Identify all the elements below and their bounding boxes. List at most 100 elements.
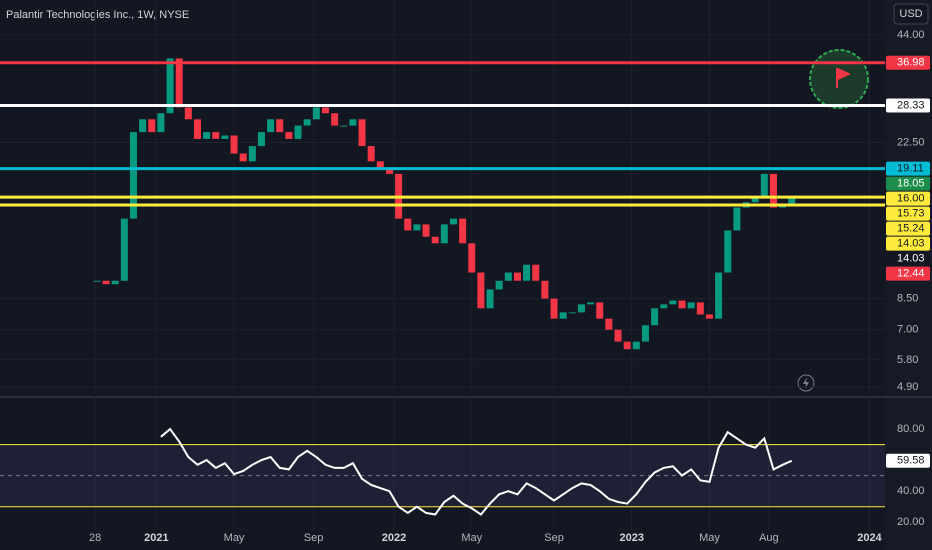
alert-icon[interactable] <box>797 374 815 392</box>
candle <box>102 280 110 285</box>
candle <box>669 300 677 305</box>
price-label-bg <box>886 206 930 221</box>
candle <box>303 119 311 126</box>
candle <box>340 125 348 127</box>
price-label: 36.98 <box>897 57 925 69</box>
candle <box>687 302 695 309</box>
candle <box>385 169 393 174</box>
candle <box>660 304 668 309</box>
candle <box>157 113 165 133</box>
candle <box>248 146 256 162</box>
candle <box>139 119 147 133</box>
price-label: 16.00 <box>897 193 925 205</box>
candle <box>239 153 247 162</box>
candle <box>724 230 732 273</box>
candle <box>468 243 476 273</box>
x-tick-label: May <box>224 532 245 544</box>
rsi-tick-label: 20.00 <box>897 516 925 528</box>
candle <box>495 280 503 290</box>
candle <box>367 146 375 162</box>
candle <box>541 280 549 299</box>
candle <box>276 119 284 133</box>
price-label-bg <box>886 176 930 191</box>
price-label-bg <box>886 98 930 113</box>
price-label: 15.24 <box>897 223 925 235</box>
x-tick-label: 2021 <box>144 532 168 544</box>
alert-bolt <box>803 377 809 389</box>
candle <box>203 132 211 139</box>
rsi-value-bg <box>886 453 930 468</box>
candle <box>504 272 512 281</box>
candle <box>93 280 101 282</box>
price-label: 28.33 <box>897 99 925 111</box>
candle <box>129 132 137 219</box>
candle <box>641 325 649 342</box>
y-tick-label: 5.80 <box>897 354 918 366</box>
x-tick-label: Sep <box>544 532 564 544</box>
x-tick-label: 2023 <box>620 532 644 544</box>
candle <box>267 119 275 133</box>
candle <box>577 304 585 313</box>
price-label-bg <box>886 251 930 266</box>
candle <box>111 280 119 285</box>
price-label-bg <box>886 161 930 176</box>
y-tick-label: 44.00 <box>897 29 925 41</box>
y-tick-label: 4.90 <box>897 381 918 393</box>
y-tick-label: 8.50 <box>897 293 918 305</box>
x-tick-label: May <box>699 532 720 544</box>
currency-button[interactable] <box>893 3 929 25</box>
candle <box>349 119 357 126</box>
candle <box>486 289 494 309</box>
price-label: 12.44 <box>897 268 925 280</box>
x-tick-label: 2022 <box>382 532 406 544</box>
currency[interactable]: USD <box>899 8 922 20</box>
price-label-bg <box>886 55 930 70</box>
price-label: 14.03 <box>897 253 925 265</box>
price-label-bg <box>886 221 930 236</box>
candle <box>193 119 201 139</box>
x-tick-label: May <box>461 532 482 544</box>
candle <box>513 272 521 281</box>
candle <box>413 224 421 231</box>
candle <box>632 341 640 350</box>
rsi-line <box>160 427 793 516</box>
candle <box>559 312 567 319</box>
rsi-tick-label: 40.00 <box>897 485 925 497</box>
price-label-bg <box>886 266 930 281</box>
candle <box>587 302 595 305</box>
candle <box>532 264 540 281</box>
candle <box>285 132 293 139</box>
candle <box>651 308 659 326</box>
candle <box>331 113 339 126</box>
chart-title: Palantir Technologies Inc., 1W, NYSE <box>6 9 189 21</box>
candle <box>550 298 558 319</box>
plot-background <box>0 0 885 550</box>
candle <box>358 119 366 147</box>
candle <box>568 312 576 314</box>
price-label-bg <box>886 236 930 251</box>
candle <box>440 224 448 244</box>
candle <box>769 173 777 208</box>
candle <box>449 218 457 225</box>
rsi-value-label: 59.58 <box>897 455 925 467</box>
candle <box>733 207 741 231</box>
candle <box>120 218 128 281</box>
candle <box>376 161 384 170</box>
candle <box>184 107 192 120</box>
x-tick-label: Sep <box>304 532 324 544</box>
candle <box>175 58 183 108</box>
candle <box>705 314 713 319</box>
candle <box>148 119 156 133</box>
x-tick-label: Aug <box>759 532 779 544</box>
price-label: 18.05 <box>897 178 925 190</box>
candle <box>715 272 723 319</box>
flag <box>838 68 851 80</box>
candle <box>477 272 485 309</box>
candle <box>212 132 220 139</box>
candle <box>294 125 302 139</box>
candle <box>623 341 631 350</box>
candle <box>321 107 329 114</box>
candle <box>422 224 430 237</box>
candle <box>459 218 467 244</box>
